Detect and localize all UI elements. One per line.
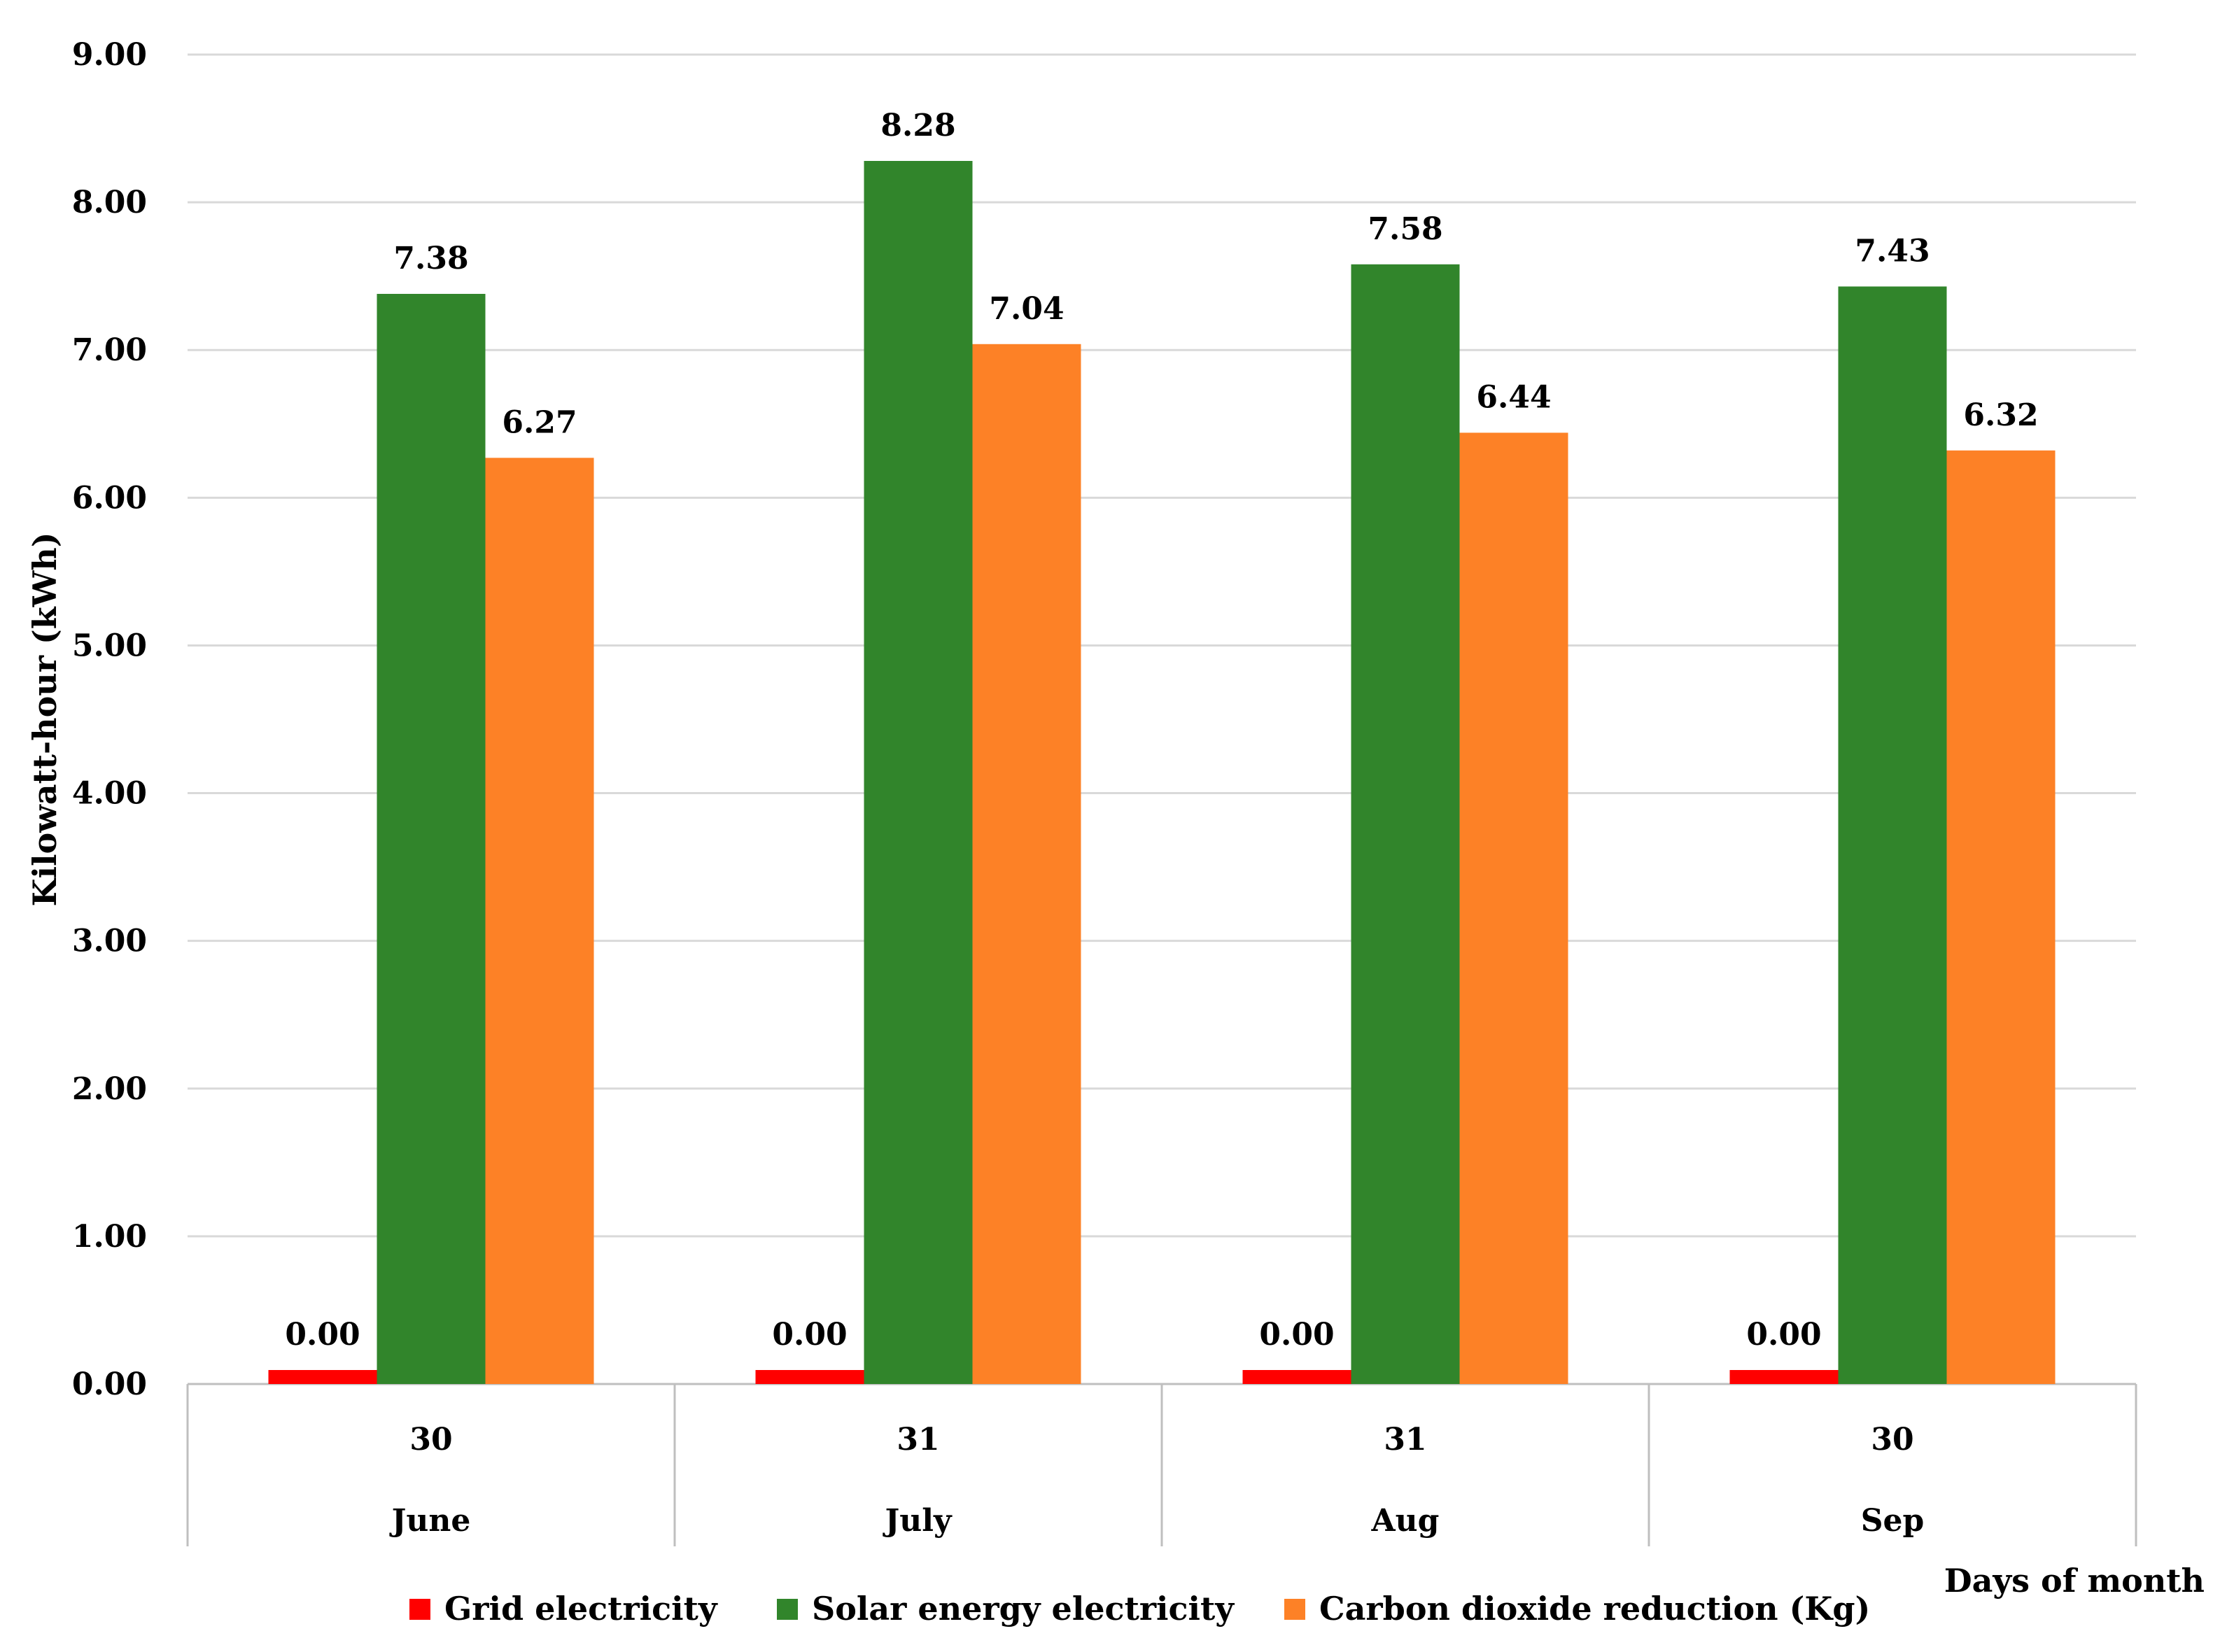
legend-label: Solar energy electricity (812, 1590, 1235, 1628)
x-tick-month: June (389, 1503, 471, 1539)
y-tick-label: 3.00 (72, 924, 147, 959)
bar (864, 161, 973, 1384)
legend-swatch (1284, 1599, 1305, 1620)
x-tick-days: 30 (409, 1422, 452, 1457)
x-tick-days: 31 (1384, 1422, 1426, 1457)
bar (377, 294, 486, 1384)
y-axis-ticks: 0.00 1.00 2.00 3.00 4.00 5.00 6.00 7.00 8.00 9.00 (72, 37, 147, 1402)
data-label: 7.38 (393, 241, 468, 276)
data-label: 0.00 (1259, 1317, 1334, 1353)
bar (972, 344, 1081, 1384)
data-label: 6.44 (1476, 379, 1551, 415)
bar (755, 1370, 864, 1384)
data-labels: 0.00 7.38 6.27 0.00 8.28 7.04 0.00 7.58 6.44 0.00… (285, 108, 2038, 1353)
bar (485, 458, 594, 1385)
x-axis-title: Days of month (1944, 1562, 2205, 1600)
bar (1242, 1370, 1351, 1384)
bar (1351, 264, 1460, 1384)
bar (1459, 432, 1568, 1384)
legend-swatch (777, 1599, 798, 1620)
x-tick-month: Aug (1371, 1503, 1440, 1539)
data-label: 0.00 (772, 1317, 847, 1353)
x-axis: 30 June 31 July 31 Aug 30 Sep (186, 1384, 2137, 1546)
x-tick-days: 30 (1871, 1422, 1913, 1457)
legend-swatch (409, 1599, 430, 1620)
x-tick-days: 31 (897, 1422, 939, 1457)
legend-label: Carbon dioxide reduction (Kg) (1319, 1590, 1870, 1628)
y-tick-label: 1.00 (72, 1219, 147, 1255)
y-tick-label: 4.00 (72, 776, 147, 812)
legend-label: Grid electricity (444, 1590, 718, 1628)
y-axis-title: Kilowatt-hour (kWh) (26, 532, 64, 907)
bar (1946, 450, 2056, 1384)
data-label: 0.00 (285, 1317, 360, 1353)
bar (1838, 286, 1947, 1384)
data-label: 7.43 (1855, 233, 1930, 269)
y-tick-label: 6.00 (72, 480, 147, 516)
x-tick-month: Sep (1861, 1503, 1925, 1539)
y-tick-label: 2.00 (72, 1071, 147, 1107)
bar (268, 1370, 377, 1384)
x-tick-month: July (882, 1503, 953, 1539)
y-tick-label: 5.00 (72, 628, 147, 663)
data-label: 7.58 (1368, 211, 1442, 247)
data-label: 8.28 (880, 108, 955, 143)
y-tick-label: 8.00 (72, 185, 147, 220)
bars (268, 161, 2056, 1385)
legend: Grid electricity Solar energy electricity… (409, 1590, 1870, 1628)
bar (1729, 1370, 1839, 1384)
y-tick-label: 9.00 (72, 37, 147, 73)
data-label: 6.27 (502, 404, 577, 440)
data-label: 7.04 (989, 291, 1064, 327)
y-tick-label: 0.00 (72, 1367, 147, 1402)
y-tick-label: 7.00 (72, 332, 147, 368)
data-label: 0.00 (1746, 1317, 1821, 1353)
data-label: 6.32 (1963, 397, 2038, 433)
